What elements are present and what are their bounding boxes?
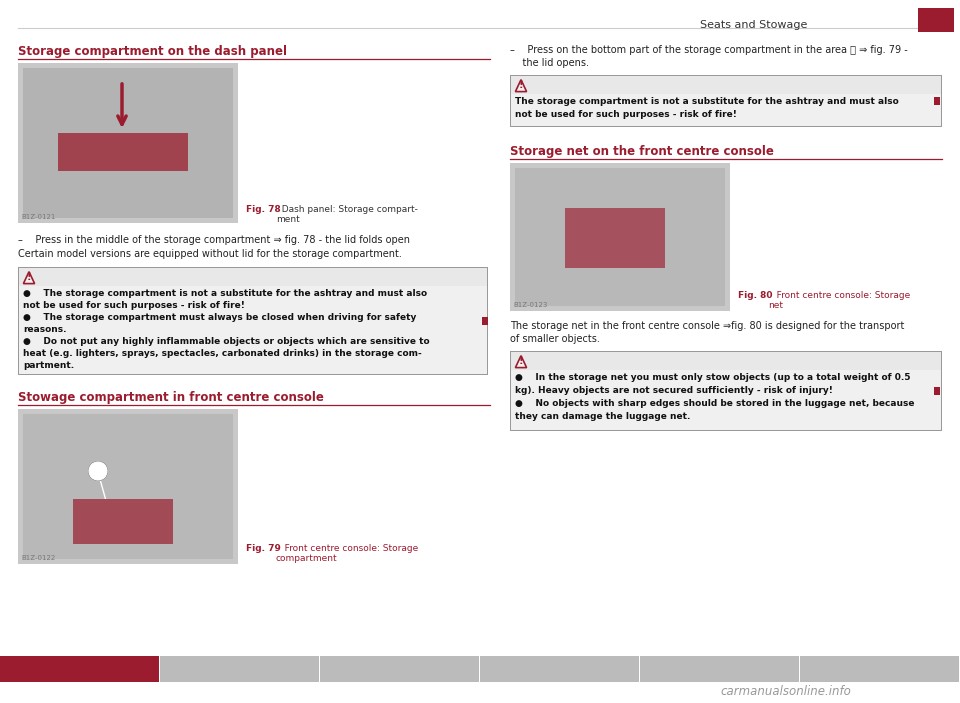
- Text: Storage net on the front centre console: Storage net on the front centre console: [510, 145, 774, 158]
- Text: ●    The storage compartment must always be closed when driving for safety: ● The storage compartment must always be…: [23, 313, 417, 322]
- Circle shape: [89, 462, 107, 480]
- Text: partment.: partment.: [23, 361, 74, 370]
- Text: –    Press in the middle of the storage compartment ⇒ fig. 78 - the lid folds op: – Press in the middle of the storage com…: [18, 235, 410, 245]
- Text: not be used for such purposes - risk of fire!: not be used for such purposes - risk of …: [23, 301, 245, 310]
- Text: reasons.: reasons.: [23, 325, 66, 334]
- Text: kg). Heavy objects are not secured sufficiently - risk of injury!: kg). Heavy objects are not secured suffi…: [515, 386, 833, 395]
- Text: Breakdown assistance: Breakdown assistance: [665, 662, 775, 672]
- Text: Fig. 79: Fig. 79: [246, 544, 281, 553]
- Text: B1Z-0123: B1Z-0123: [513, 302, 547, 308]
- Text: The storage net in the front centre console ⇒fig. 80 is designed for the transpo: The storage net in the front centre cons…: [510, 321, 904, 331]
- Text: A: A: [94, 466, 102, 476]
- Text: Dash panel: Storage compart-
ment: Dash panel: Storage compart- ment: [276, 205, 418, 224]
- Text: B1Z-0121: B1Z-0121: [21, 214, 56, 220]
- Text: –    Press on the bottom part of the storage compartment in the area Ⓐ ⇒ fig. 79: – Press on the bottom part of the storag…: [510, 45, 908, 55]
- Text: Front centre console: Storage
net: Front centre console: Storage net: [768, 291, 910, 311]
- Text: they can damage the luggage net.: they can damage the luggage net.: [515, 412, 690, 421]
- Text: !: !: [27, 272, 32, 282]
- Text: !: !: [518, 80, 523, 90]
- Text: Technical data: Technical data: [845, 662, 915, 672]
- Text: Certain model versions are equipped without lid for the storage compartment.: Certain model versions are equipped with…: [18, 249, 402, 259]
- Text: ●    No objects with sharp edges should be stored in the luggage net, because: ● No objects with sharp edges should be …: [515, 399, 915, 408]
- Text: !: !: [518, 356, 523, 366]
- Text: B1Z-0122: B1Z-0122: [21, 555, 56, 561]
- Polygon shape: [23, 271, 35, 283]
- Text: Fig. 78: Fig. 78: [246, 205, 280, 214]
- Text: Stowage compartment in front centre console: Stowage compartment in front centre cons…: [18, 391, 324, 404]
- Text: Driving Tips: Driving Tips: [371, 662, 429, 672]
- Text: ●    The storage compartment is not a substitute for the ashtray and must also: ● The storage compartment is not a subst…: [23, 289, 427, 298]
- Text: Fig. 80: Fig. 80: [738, 291, 773, 300]
- Text: carmanualsonline.info: carmanualsonline.info: [720, 685, 851, 698]
- Text: WARNING: WARNING: [532, 354, 600, 364]
- Text: Using the system: Using the system: [33, 662, 128, 672]
- Text: not be used for such purposes - risk of fire!: not be used for such purposes - risk of …: [515, 110, 737, 119]
- Text: The storage compartment is not a substitute for the ashtray and must also: The storage compartment is not a substit…: [515, 97, 899, 106]
- Text: WARNING: WARNING: [532, 78, 600, 88]
- Polygon shape: [516, 79, 527, 91]
- Text: General Maintenance: General Maintenance: [508, 662, 612, 672]
- Text: Safety: Safety: [225, 662, 255, 672]
- Text: Storage compartment on the dash panel: Storage compartment on the dash panel: [18, 45, 287, 58]
- Text: 79: 79: [927, 10, 945, 23]
- Text: of smaller objects.: of smaller objects.: [510, 334, 600, 344]
- Text: Seats and Stowage: Seats and Stowage: [700, 20, 807, 30]
- Polygon shape: [516, 356, 527, 368]
- Text: Front centre console: Storage
compartment: Front centre console: Storage compartmen…: [276, 544, 419, 563]
- Text: WARNING: WARNING: [40, 270, 108, 280]
- Text: ●    Do not put any highly inflammable objects or objects which are sensitive to: ● Do not put any highly inflammable obje…: [23, 337, 430, 346]
- Text: heat (e.g. lighters, sprays, spectacles, carbonated drinks) in the storage com-: heat (e.g. lighters, sprays, spectacles,…: [23, 349, 421, 358]
- Text: the lid opens.: the lid opens.: [510, 58, 589, 68]
- Text: ●    In the storage net you must only stow objects (up to a total weight of 0.5: ● In the storage net you must only stow …: [515, 373, 910, 382]
